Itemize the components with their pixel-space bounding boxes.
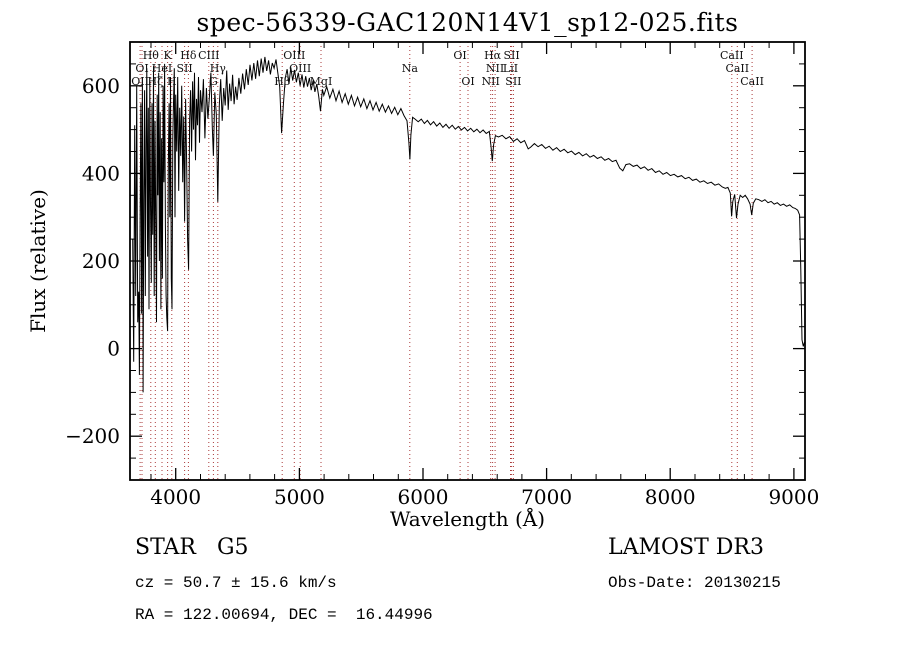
y-tick-label: 600 bbox=[82, 74, 120, 98]
x-tick-label: 8000 bbox=[645, 485, 696, 509]
spectrum-trace bbox=[132, 56, 805, 393]
plot-title: spec-56339-GAC120N14V1_sp12-025.fits bbox=[196, 8, 739, 37]
spectral-line-label: Hδ bbox=[180, 49, 197, 62]
spectral-line-label: LiI bbox=[503, 62, 518, 75]
classification-text: STAR G5 bbox=[135, 535, 249, 560]
spectral-line-label: Hγ bbox=[210, 62, 227, 75]
spectral-line-label: Hβ bbox=[274, 75, 290, 88]
spectral-line-label: Hζ bbox=[148, 75, 164, 88]
spectral-line-label: SII bbox=[503, 49, 519, 62]
spectral-line-label: NII bbox=[482, 75, 500, 88]
spectral-line-label: Hθ bbox=[143, 49, 160, 62]
spectral-line-label: K bbox=[163, 49, 172, 62]
spectral-line-label: H bbox=[167, 75, 177, 88]
spectral-line-label: OIII bbox=[283, 49, 305, 62]
obs-date-text: Obs-Date: 20130215 bbox=[608, 574, 781, 592]
x-tick-label: 5000 bbox=[274, 485, 325, 509]
spectral-line-label: CaII bbox=[740, 75, 764, 88]
spectral-line-label: OII bbox=[131, 75, 149, 88]
y-tick-label: 400 bbox=[82, 161, 120, 185]
spectral-line-label: Hα bbox=[484, 49, 502, 62]
spectral-line-label: OIII bbox=[289, 62, 311, 75]
spectral-line-label: CaII bbox=[720, 49, 744, 62]
spectral-line-label: MgI bbox=[310, 75, 333, 88]
x-tick-label: 7000 bbox=[521, 485, 572, 509]
x-tick-label: 4000 bbox=[150, 485, 201, 509]
x-axis-label: Wavelength (Å) bbox=[389, 507, 546, 531]
spectral-line-label: HeI bbox=[152, 62, 172, 75]
spectral-line-label: OI bbox=[135, 62, 148, 75]
y-tick-label: −200 bbox=[65, 424, 120, 448]
spectral-line-label: OI bbox=[453, 49, 466, 62]
spectral-line-label: NII bbox=[486, 62, 504, 75]
y-tick-label: 0 bbox=[107, 337, 120, 361]
spectral-line-label: SII bbox=[505, 75, 521, 88]
x-tick-label: 9000 bbox=[768, 485, 819, 509]
spectral-line-label: G bbox=[209, 75, 218, 88]
spectral-line-label: OI bbox=[461, 75, 474, 88]
y-tick-label: 200 bbox=[82, 249, 120, 273]
radial-velocity-text: cz = 50.7 ± 15.6 km/s bbox=[135, 574, 337, 592]
spectral-line-label: CIII bbox=[198, 49, 219, 62]
spectral-line-label: SII bbox=[176, 62, 192, 75]
survey-name-text: LAMOST DR3 bbox=[608, 535, 764, 560]
coordinates-text: RA = 122.00694, DEC = 16.44996 bbox=[135, 606, 433, 624]
x-tick-label: 6000 bbox=[398, 485, 449, 509]
spectral-line-label: CaII bbox=[725, 62, 749, 75]
spectral-line-label: Na bbox=[402, 62, 419, 75]
